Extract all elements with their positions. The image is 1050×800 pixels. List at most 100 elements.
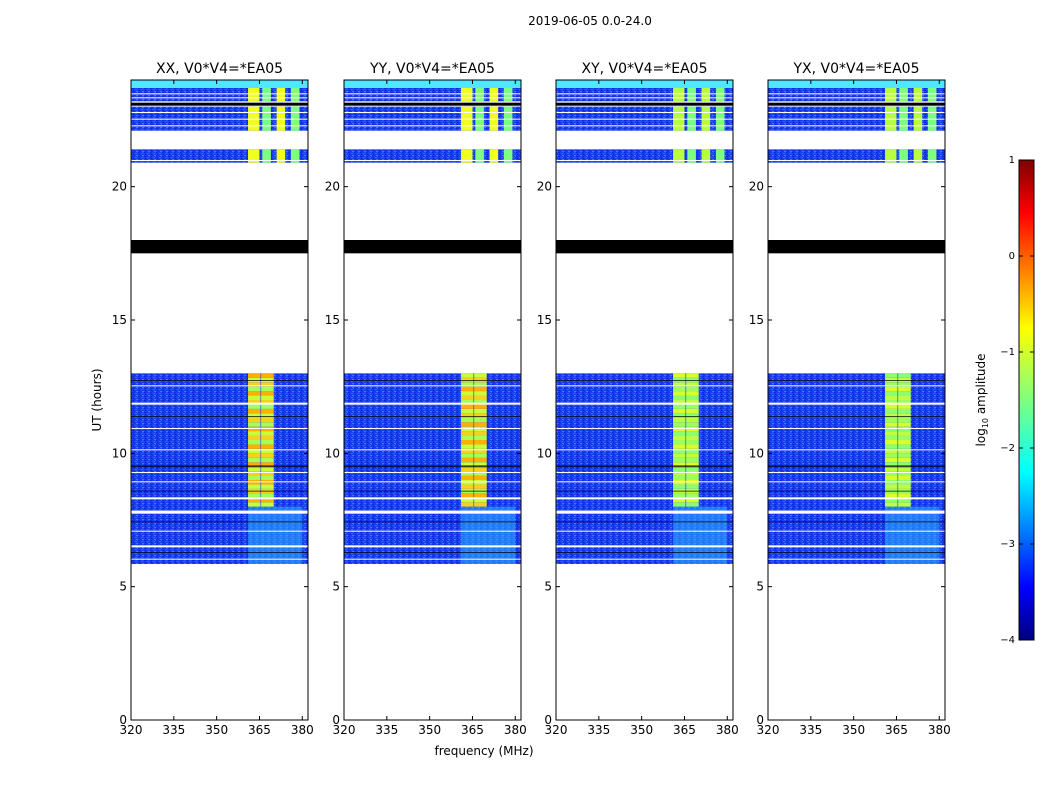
x-tick-label: 320 [333, 723, 356, 737]
flag-line [131, 465, 308, 468]
flag-line [131, 97, 308, 99]
rfi-weak-region [461, 506, 516, 564]
rfi-segment [475, 106, 484, 131]
flag-line [131, 402, 308, 405]
y-tick-label: 5 [756, 580, 764, 594]
flag-line [344, 497, 521, 500]
flag-line [131, 552, 308, 553]
rfi-segment [475, 80, 484, 102]
rfi-segment [927, 80, 937, 102]
y-tick-label: 5 [119, 580, 127, 594]
panel-title: YY, V0*V4=*EA05 [369, 61, 495, 77]
heatmap-image [556, 80, 733, 564]
flag-line [768, 490, 945, 492]
rfi-segment [489, 106, 499, 131]
flag-line [131, 102, 308, 106]
flag-line [556, 385, 733, 387]
flag-line [131, 385, 308, 387]
rfi-segment [701, 80, 711, 102]
x-tick-label: 335 [587, 723, 610, 737]
flagged-block [768, 240, 945, 254]
rfi-segment [248, 80, 260, 102]
rfi-segment [899, 149, 908, 163]
rfi-segment [262, 149, 271, 163]
flag-line [344, 416, 521, 417]
flag-line [556, 112, 733, 113]
top-strip [556, 80, 733, 88]
y-tick-label: 0 [332, 713, 340, 727]
rfi-segment [503, 106, 513, 131]
colorbar-tick-label: 0 [1009, 251, 1015, 262]
colorbar-tick-label: 1 [1009, 155, 1015, 166]
rfi-segment [715, 106, 725, 131]
x-tick-label: 350 [418, 723, 441, 737]
rfi-segment [248, 149, 260, 163]
y-tick-label: 5 [332, 580, 340, 594]
flag-line [344, 428, 521, 429]
y-tick-label: 10 [112, 446, 127, 460]
rfi-segment [290, 80, 300, 102]
flag-line [344, 558, 521, 560]
flag-line [556, 125, 733, 127]
heatmap-image [344, 80, 521, 564]
flag-line [131, 510, 308, 514]
flag-line [768, 102, 945, 106]
flag-line [556, 472, 733, 473]
top-strip [344, 80, 521, 88]
flag-line [344, 472, 521, 473]
flag-line [556, 380, 733, 381]
rfi-weak-region [248, 506, 303, 564]
x-tick-label: 350 [205, 723, 228, 737]
flag-line [768, 530, 945, 532]
flag-line [768, 97, 945, 99]
panel-2: 320 335 350 365 380 0 5 10 15 20 YY, V0*V4=*EA05 [325, 61, 527, 737]
flag-line [556, 93, 733, 95]
rfi-segment [276, 149, 286, 163]
flag-line [556, 497, 733, 500]
flag-line [344, 530, 521, 532]
top-strip [131, 80, 308, 88]
x-tick-label: 350 [630, 723, 653, 737]
flag-line [344, 93, 521, 95]
flag-line [556, 416, 733, 417]
figure-title: 2019-06-05 0.0-24.0 [528, 14, 652, 28]
flag-line [131, 521, 308, 523]
flag-line [768, 545, 945, 548]
plot-frame [767, 79, 946, 721]
rfi-segment [913, 80, 923, 102]
panel-3: 320 335 350 365 380 0 5 10 15 20 XY, V0*V4=*EA05 [537, 61, 739, 737]
flag-line [556, 521, 733, 523]
flag-line [131, 545, 308, 548]
rfi-segment [461, 80, 473, 102]
flag-line [768, 558, 945, 560]
rfi-segment [715, 80, 725, 102]
y-tick-label: 15 [537, 313, 552, 327]
flag-line [131, 93, 308, 95]
panel-title: XY, V0*V4=*EA05 [582, 61, 708, 77]
colorbar-label-base: 10 [981, 417, 991, 429]
x-tick-label: 350 [842, 723, 865, 737]
rfi-weak-region [673, 506, 728, 564]
rfi-segment [927, 149, 937, 163]
x-tick-label: 320 [120, 723, 143, 737]
rfi-segment [673, 106, 685, 131]
flag-line [768, 552, 945, 553]
rfi-segment [913, 149, 923, 163]
heatmap-image [768, 80, 945, 564]
flag-line [131, 530, 308, 532]
flag-line [768, 112, 945, 113]
rfi-segment [461, 149, 473, 163]
x-tick-label: 320 [545, 723, 568, 737]
panel-title: XX, V0*V4=*EA05 [156, 61, 283, 77]
rfi-segment [687, 80, 696, 102]
colorbar: 1 0 −1 −2 −3 −4 [1000, 155, 1035, 646]
heatmap-image [131, 80, 308, 564]
flag-line [768, 125, 945, 127]
colorbar-tick-label: −3 [1000, 539, 1015, 550]
x-tick-label: 320 [757, 723, 780, 737]
rfi-segment [899, 106, 908, 131]
top-strip [768, 80, 945, 88]
flag-line [768, 465, 945, 468]
colorbar-label: log10 amplitude [974, 354, 990, 447]
